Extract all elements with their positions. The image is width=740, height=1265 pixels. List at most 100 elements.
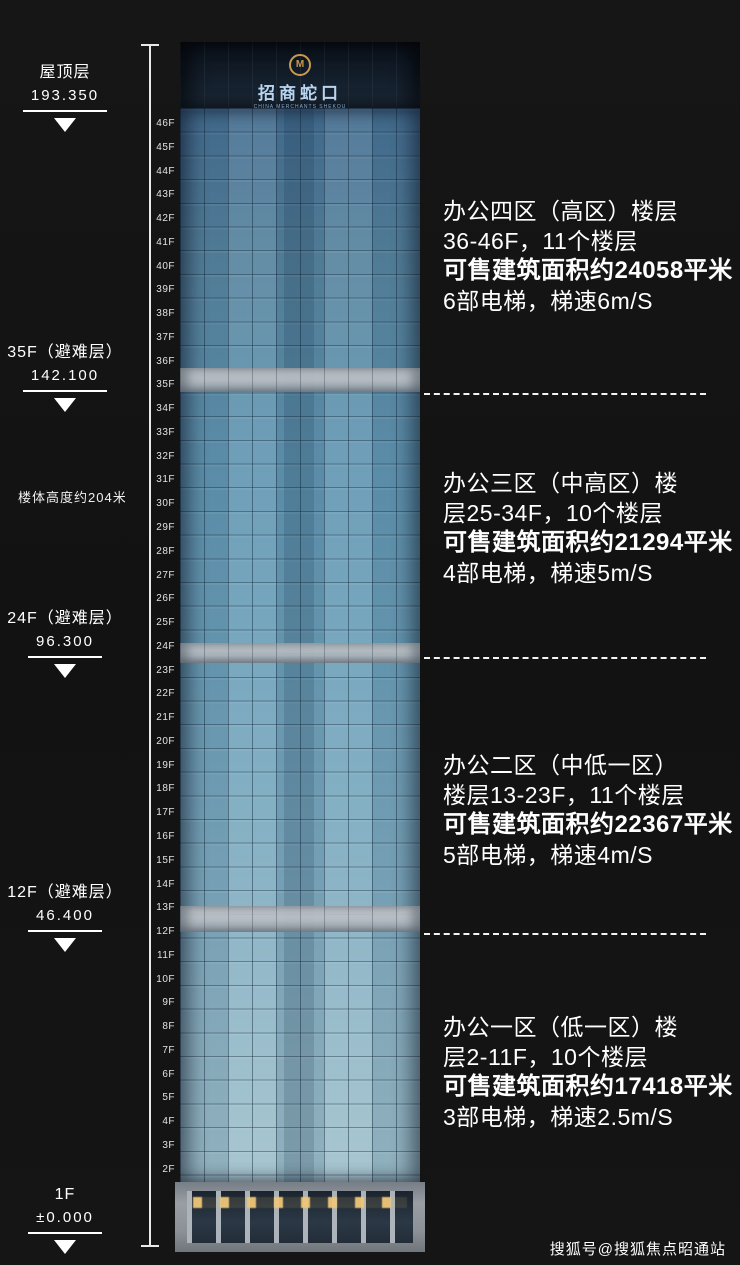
zone-text-line: 5部电梯，梯速4m/S: [443, 842, 653, 868]
floor-label: 39F: [156, 284, 175, 296]
floor-label: 23F: [156, 664, 175, 676]
floor-label: 45F: [156, 141, 175, 153]
tower-rendering: M 招商蛇口 CHINA MERCHANTS SHEKOU: [175, 42, 425, 1252]
zone-text-line: 层25-34F，10个楼层: [443, 500, 663, 526]
cmsk-logo-icon: M: [289, 54, 311, 76]
marker-value: ±0.000: [28, 1209, 102, 1234]
watermark: 搜狐号@搜狐焦点昭通站: [549, 1241, 726, 1258]
zone-info-office-1: 办公一区（低一区）楼 层2-11F，10个楼层可售建筑面积约17418平米 3部电梯…: [443, 1012, 735, 1132]
marker-label: 12F（避难层）: [7, 884, 123, 901]
down-arrow-icon: [54, 664, 76, 678]
floor-label: 26F: [156, 593, 175, 605]
floor-label: 28F: [156, 545, 175, 557]
floor-label: 13F: [156, 902, 175, 914]
zone-text-line: 6部电梯，梯速6m/S: [443, 288, 653, 314]
floor-label: 37F: [156, 331, 175, 343]
marker-label: 24F（避难层）: [7, 610, 123, 627]
zone-text-line: 可售建筑面积约21294平米: [443, 529, 733, 556]
zone-text-line: 办公四区（高区）楼层: [443, 198, 678, 224]
zone-text-line: 可售建筑面积约24058平米: [443, 257, 733, 284]
floor-label: 33F: [156, 426, 175, 438]
zone-text-line: 办公一区（低一区）楼: [443, 1014, 678, 1040]
zone-text-line: 36-46F，11个楼层: [443, 228, 638, 254]
zone-text-line: 可售建筑面积约22367平米: [443, 811, 733, 838]
marker-value: 193.350: [22, 87, 108, 112]
floor-label: 30F: [156, 498, 175, 510]
zone-text-line: 层2-11F，10个楼层: [443, 1044, 648, 1070]
dimension-line: [149, 45, 151, 1247]
floor-label: 40F: [156, 260, 175, 272]
zone-info-office-3: 办公三区（中高区）楼 层25-34F，10个楼层可售建筑面积约21294平米 4部电…: [443, 468, 735, 588]
zone-text-line: 办公三区（中高区）楼: [443, 470, 678, 496]
marker-label: 1F: [54, 1186, 76, 1203]
floor-label: 4F: [162, 1116, 175, 1128]
floor-label: 19F: [156, 759, 175, 771]
floor-label: 27F: [156, 569, 175, 581]
zone-divider-line: [424, 657, 706, 659]
elevation-marker-24f: 24F（避难层） 96.300: [2, 604, 128, 678]
marker-label: 屋顶层: [39, 64, 91, 81]
floor-label: 35F: [156, 379, 175, 391]
floor-label: 9F: [162, 997, 175, 1009]
floor-label: 34F: [156, 403, 175, 415]
floor-label: 29F: [156, 522, 175, 534]
floor-label: 7F: [162, 1044, 175, 1056]
marker-value: 96.300: [28, 633, 102, 658]
floor-label: 22F: [156, 688, 175, 700]
floor-label: 38F: [156, 308, 175, 320]
refuge-floor-band-12f: [180, 906, 420, 932]
floor-label: 15F: [156, 854, 175, 866]
floor-label: 10F: [156, 973, 175, 985]
elevation-marker-35f: 35F（避难层） 142.100: [2, 338, 128, 412]
down-arrow-icon: [54, 1240, 76, 1254]
floor-label: 44F: [156, 165, 175, 177]
floor-label: 17F: [156, 807, 175, 819]
marker-value: 142.100: [22, 367, 108, 392]
marker-label: 35F（避难层）: [7, 344, 123, 361]
logo-text: 招商蛇口: [258, 84, 342, 103]
floor-label: 36F: [156, 355, 175, 367]
zone-text-line: 楼层13-23F，11个楼层: [443, 782, 685, 808]
floor-label: 20F: [156, 735, 175, 747]
zone-divider-line: [424, 933, 706, 935]
floor-label: 5F: [162, 1092, 175, 1104]
zone-text-line: 办公二区（中低一区）: [443, 752, 678, 778]
refuge-floor-band-35f: [180, 368, 420, 392]
floor-label: 46F: [156, 118, 175, 129]
floor-label: 11F: [157, 949, 175, 961]
elevation-marker-12f: 12F（避难层） 46.400: [2, 878, 128, 952]
floor-label: 12F: [156, 926, 175, 938]
down-arrow-icon: [54, 398, 76, 412]
zone-text-line: 3部电梯，梯速2.5m/S: [443, 1104, 674, 1130]
zone-text-line: 可售建筑面积约17418平米: [443, 1073, 733, 1100]
floor-label: 32F: [156, 450, 175, 462]
floor-label: 16F: [156, 830, 175, 842]
down-arrow-icon: [54, 938, 76, 952]
dimension-tick-top: [141, 44, 159, 46]
elevation-marker-roof: 屋顶层 193.350: [2, 58, 128, 132]
floor-label: 14F: [156, 878, 175, 890]
down-arrow-icon: [54, 118, 76, 132]
logo-subtext: CHINA MERCHANTS SHEKOU: [253, 104, 347, 110]
floor-labels: 46F 45F 44F 43F 42F 41F 40F 39F 38F 37F 36F 35F 34F 3…: [144, 119, 177, 1175]
floor-label: 3F: [162, 1139, 175, 1151]
floor-label: 6F: [162, 1068, 175, 1080]
floor-label: 41F: [156, 236, 175, 248]
dimension-tick-bottom: [141, 1245, 159, 1247]
podium-lights: [193, 1197, 407, 1208]
floor-label: 24F: [156, 640, 175, 652]
refuge-floor-band-24f: [180, 643, 420, 663]
floor-label: 18F: [156, 783, 175, 795]
marker-value: 46.400: [28, 907, 102, 932]
building-height-note: 楼体高度约204米: [18, 490, 127, 505]
floor-label: 25F: [156, 617, 175, 629]
floor-label: 43F: [156, 189, 175, 201]
podium-lobby: [175, 1182, 425, 1252]
elevation-marker-1f: 1F ±0.000: [2, 1186, 128, 1254]
floor-label: 31F: [156, 474, 175, 486]
zone-text-line: 4部电梯，梯速5m/S: [443, 560, 653, 586]
floor-label: 42F: [156, 213, 175, 225]
tower-logo: M 招商蛇口 CHINA MERCHANTS SHEKOU: [180, 54, 420, 110]
zone-divider-line: [424, 393, 706, 395]
